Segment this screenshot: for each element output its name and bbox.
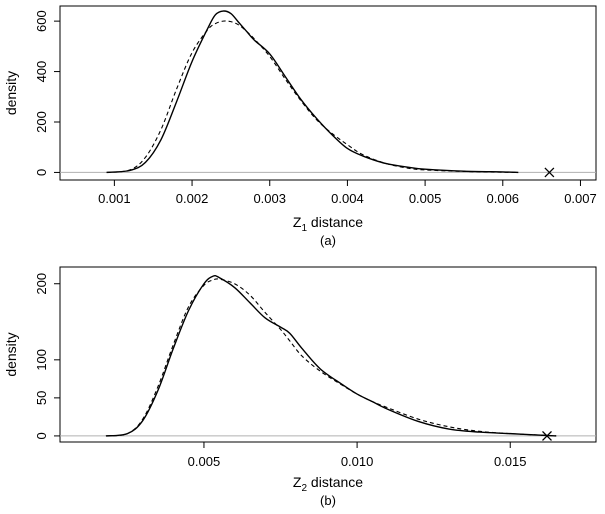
chart-panel-b: 0.005 0.010 0.015 0 50 100 200 density Z2 distan…	[3, 266, 597, 508]
x-tick-label: 0.010	[341, 454, 374, 469]
panel-label: (a)	[320, 233, 336, 248]
x-tick-label: 0.006	[487, 191, 520, 206]
density-curve-dashed	[106, 20, 519, 173]
x-axis-title: Z2 distance	[293, 474, 363, 494]
y-tick-label: 400	[34, 61, 49, 83]
x-tick-label: 0.004	[331, 191, 364, 206]
observed-value-marker	[542, 430, 552, 441]
density-curve-solid	[106, 10, 519, 174]
x-axis-title-rest: distance	[307, 214, 363, 230]
x-axis-title-main: Z	[293, 474, 302, 490]
y-tick-label: 600	[34, 10, 49, 32]
plot-frame	[59, 5, 597, 181]
chart-panel-a: 0.001 0.002 0.003 0.004 0.005 0.006 0.007 0 200 4…	[3, 5, 597, 248]
x-tick-label: 0.005	[409, 191, 442, 206]
y-tick-label: 50	[34, 391, 49, 405]
y-tick-label: 200	[34, 111, 49, 133]
x-tick-label: 0.003	[253, 191, 286, 206]
x-axis-title-subscript: 2	[301, 483, 307, 494]
density-curve-solid	[105, 274, 557, 437]
x-tick-label: 0.001	[98, 191, 131, 206]
y-tick-label: 0	[34, 169, 49, 176]
observed-value-marker	[544, 167, 555, 178]
x-axis-title-subscript: 1	[301, 223, 307, 234]
x-tick-label: 0.002	[176, 191, 209, 206]
x-tick-label: 0.005	[188, 454, 221, 469]
y-axis-title: density	[3, 332, 19, 376]
x-tick-label: 0.007	[564, 191, 597, 206]
y-tick-label: 0	[34, 432, 49, 439]
plot-frame	[59, 266, 597, 443]
x-tick-label: 0.015	[494, 454, 527, 469]
x-axis-title-rest: distance	[307, 474, 363, 490]
y-tick-label: 100	[34, 349, 49, 371]
y-axis-title: density	[3, 71, 19, 115]
x-axis-title: Z1 distance	[293, 214, 363, 234]
panel-label: (b)	[320, 493, 336, 508]
density-curve-dashed	[105, 278, 557, 437]
y-tick-label: 200	[34, 273, 49, 295]
x-axis-title-main: Z	[293, 214, 302, 230]
